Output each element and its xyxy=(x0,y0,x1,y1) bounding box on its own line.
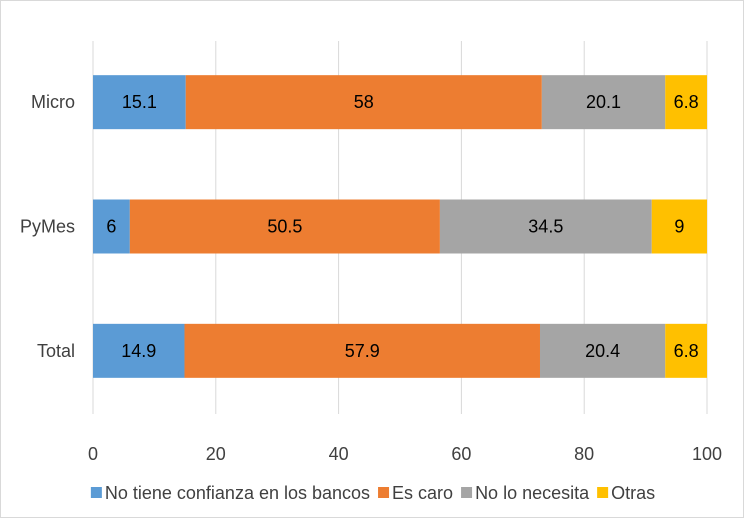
bar-segment xyxy=(129,199,440,254)
y-category-label: Micro xyxy=(31,92,75,112)
bar-segment xyxy=(93,199,130,254)
bar-segment xyxy=(665,323,707,378)
data-label: 20.4 xyxy=(585,341,620,361)
bar-segment xyxy=(541,75,666,130)
data-label: 14.9 xyxy=(121,341,156,361)
data-label: 57.9 xyxy=(345,341,380,361)
legend-label: Otras xyxy=(611,483,655,503)
legend-label: No lo necesita xyxy=(475,483,590,503)
bar-segment xyxy=(93,75,186,130)
bar-segment xyxy=(93,323,185,378)
x-tick-label: 20 xyxy=(206,444,226,464)
bar-segment xyxy=(651,199,707,254)
data-label: 6.8 xyxy=(674,341,699,361)
data-label: 6 xyxy=(106,217,116,237)
legend-swatch xyxy=(597,487,609,498)
bar-segment xyxy=(439,199,652,254)
data-label: 9 xyxy=(674,217,684,237)
bar-segment xyxy=(665,75,707,130)
data-label: 34.5 xyxy=(528,217,563,237)
bar-segment xyxy=(184,323,540,378)
legend-label: No tiene confianza en los bancos xyxy=(105,483,370,503)
y-category-label: PyMes xyxy=(20,217,75,237)
data-label: 50.5 xyxy=(267,217,302,237)
x-tick-label: 40 xyxy=(329,444,349,464)
legend-swatch xyxy=(461,487,473,498)
y-category-label: Total xyxy=(37,341,75,361)
data-label: 20.1 xyxy=(586,92,621,112)
bar-segment xyxy=(185,75,542,130)
x-tick-label: 80 xyxy=(574,444,594,464)
data-label: 6.8 xyxy=(674,92,699,112)
x-tick-label: 100 xyxy=(692,444,722,464)
legend-swatch xyxy=(90,487,102,498)
x-tick-label: 0 xyxy=(88,444,98,464)
legend-label: Es caro xyxy=(392,483,453,503)
data-label: 58 xyxy=(354,92,374,112)
x-tick-label: 60 xyxy=(451,444,471,464)
data-label: 15.1 xyxy=(122,92,157,112)
bar-segment xyxy=(539,323,666,378)
legend-swatch xyxy=(378,487,390,498)
